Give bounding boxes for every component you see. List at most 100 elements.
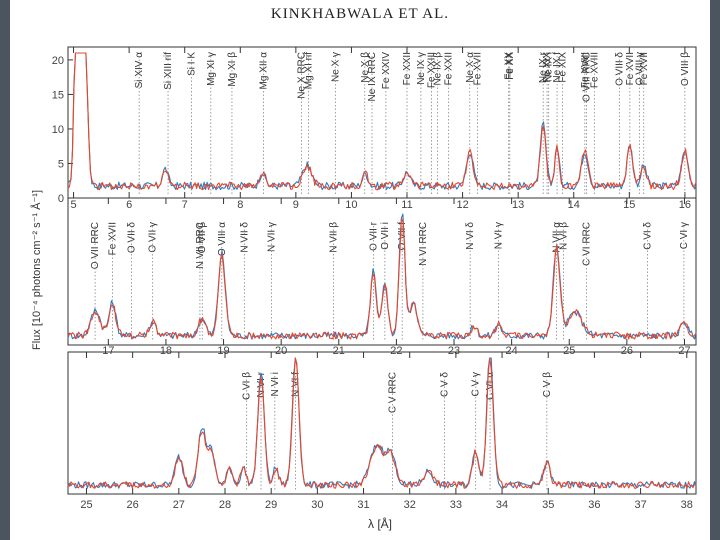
line-id: Fe XVII xyxy=(107,222,118,341)
line-id-label: Ne IX f xyxy=(552,52,563,83)
line-id: Ne IX i xyxy=(544,52,555,194)
line-id-label: Mg XI β xyxy=(227,52,238,87)
x-tick-label: 19 xyxy=(217,345,229,357)
line-id: N VI β xyxy=(558,222,569,341)
x-tick-label: 38 xyxy=(681,499,693,511)
line-id: C V δ xyxy=(439,372,450,490)
x-tick-label: 37 xyxy=(634,499,646,511)
spectrum-red xyxy=(67,357,697,489)
line-id: O VIII RRC xyxy=(582,52,593,194)
y-tick-label: 20 xyxy=(52,55,64,67)
line-id-label: C VI β xyxy=(242,372,253,400)
x-tick-label: 24 xyxy=(506,345,518,357)
line-id-label: N VII β xyxy=(329,222,340,253)
line-id: Si XIV α xyxy=(134,52,145,194)
x-tick-label: 10 xyxy=(345,199,357,211)
line-id: Ne X β xyxy=(360,52,371,194)
x-tick-label: 15 xyxy=(623,199,635,211)
line-id: Fe XXIII xyxy=(426,52,437,194)
line-id: C V γ xyxy=(471,372,482,490)
line-id-label: Ne X RRC xyxy=(296,52,307,99)
paper-page: KINKHABWALA ET AL. Flux [10⁻⁴ photons cm… xyxy=(10,0,710,540)
x-tick-label: 20 xyxy=(275,345,287,357)
line-id: Mg XI rif xyxy=(304,52,315,194)
line-id-label: Fe XVIII xyxy=(589,52,600,88)
line-id: Fe XX xyxy=(505,52,516,194)
line-id-label: O VII r xyxy=(368,221,379,251)
line-id: O VII r xyxy=(368,221,379,341)
y-tick-label: 0 xyxy=(58,193,64,205)
x-tick-label: 35 xyxy=(542,499,554,511)
line-id-label: Fe XX xyxy=(505,52,516,80)
y-tick-label: 10 xyxy=(52,124,64,136)
panel-frame xyxy=(67,197,697,346)
line-id-label: Fe XVII xyxy=(473,52,484,85)
line-id-label: C VI δ xyxy=(643,222,654,250)
line-id-label: Fe XXII xyxy=(402,52,413,85)
line-id-label: O VIII α xyxy=(217,222,228,256)
line-id-label: Mg XI γ xyxy=(206,52,217,86)
line-id: Mg XII α xyxy=(259,52,270,194)
line-id-label: Fe XIX xyxy=(542,52,553,83)
line-id-label: Ne IX RRC xyxy=(367,52,378,101)
x-tick-label: 12 xyxy=(456,199,468,211)
line-id-label: N VI f xyxy=(291,372,302,397)
line-id-label: N VII α xyxy=(552,222,563,253)
x-tick-label: 18 xyxy=(160,345,172,357)
line-id: Ne X γ xyxy=(330,52,341,194)
line-id-label: N VI r xyxy=(256,371,267,397)
line-id-label: N VII γ xyxy=(266,222,277,252)
x-tick-label: 21 xyxy=(333,345,345,357)
line-id: Ne X RRC xyxy=(296,52,307,194)
line-id-label: Mg XII α xyxy=(259,52,270,90)
spectrum-red xyxy=(67,52,697,191)
line-id: N VII α xyxy=(552,222,563,341)
line-id: Ne IX RRC xyxy=(367,52,378,194)
line-id-label: C V RRC xyxy=(388,372,399,413)
line-id: Fe XXII xyxy=(402,52,413,194)
x-tick-label: 26 xyxy=(621,345,633,357)
line-id-label: O VII i xyxy=(380,222,391,250)
line-id: O VII RRC xyxy=(90,222,101,341)
line-id: Fe XVII xyxy=(625,52,636,194)
line-id: N VI RRC xyxy=(418,222,429,341)
line-id-label: Ne IX i xyxy=(544,52,555,82)
x-tick-label: 27 xyxy=(678,345,690,357)
line-id: Fe XVIII xyxy=(589,52,600,194)
y-tick-label: 15 xyxy=(52,89,64,101)
line-id: Fe XVII xyxy=(473,52,484,194)
line-id-label: Ne X γ xyxy=(330,52,341,82)
spectrum-red xyxy=(67,217,697,340)
line-id-label: Ne IX β xyxy=(433,52,444,86)
line-id-label: N VI β xyxy=(558,222,569,250)
line-id: Mg XI β xyxy=(227,52,238,194)
line-id-label: Fe XX xyxy=(504,52,515,80)
x-tick-label: 25 xyxy=(563,345,575,357)
line-id: N VII γ xyxy=(266,222,277,341)
x-tick-label: 11 xyxy=(401,199,412,211)
line-id-label: C V δ xyxy=(439,372,450,397)
line-id: Ne IX r xyxy=(538,51,549,194)
line-id: N VI f xyxy=(291,372,302,490)
line-id-label: Fe XVII xyxy=(625,52,636,85)
line-id-label: C VI γ xyxy=(679,222,690,249)
x-tick-label: 17 xyxy=(102,345,114,357)
x-tick-label: 9 xyxy=(293,199,299,211)
x-tick-label: 5 xyxy=(70,199,76,211)
line-id: Ne X α xyxy=(465,52,476,194)
line-id-label: O VII RRC xyxy=(90,222,101,269)
line-id: O VII i xyxy=(380,222,391,341)
line-id-label: Ne IX γ xyxy=(416,52,427,85)
x-tick-label: 30 xyxy=(311,499,323,511)
line-id: Ne IX β xyxy=(433,52,444,194)
x-tick-label: 36 xyxy=(588,499,600,511)
line-id-label: C VI RRC xyxy=(582,222,593,266)
line-id: C VI RRC xyxy=(582,222,593,341)
line-id: Ne IX γ xyxy=(416,52,427,194)
x-tick-label: 23 xyxy=(448,345,460,357)
line-id-label: O VIII RRC xyxy=(582,52,593,102)
line-id: Fe XIX xyxy=(558,52,569,194)
running-title: KINKHABWALA ET AL. xyxy=(270,6,450,22)
